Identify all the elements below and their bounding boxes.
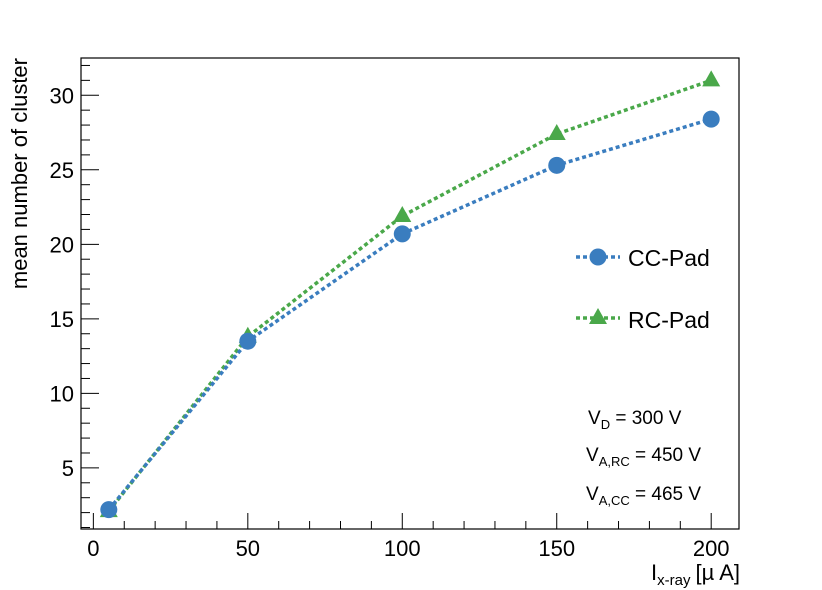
data-point-rc-pad	[702, 70, 721, 87]
annotations: VD = 300 V VA,RC = 450 V VA,CC = 465 V	[586, 408, 701, 508]
series-line-cc-pad	[107, 117, 712, 511]
annotation-vd: VD = 300 V	[588, 408, 682, 432]
x-axis-title-unit: [µ A]	[696, 560, 740, 585]
annotation-va-cc: VA,CC = 465 V	[586, 484, 701, 508]
plot-frame	[80, 57, 740, 530]
data-point-rc-pad	[547, 124, 566, 141]
x-tick-label: 0	[87, 536, 99, 561]
x-axis-title: Ix-ray [µ A]	[651, 560, 740, 589]
y-tick-label: 15	[50, 307, 74, 332]
y-tick-label: 10	[50, 381, 74, 406]
data-point-cc-pad	[548, 156, 566, 174]
x-axis-title-sub: x-ray	[657, 572, 691, 589]
y-tick-label: 20	[50, 232, 74, 257]
data-point-cc-pad	[100, 501, 118, 519]
x-axis-title-main: I	[651, 560, 657, 585]
annotation-va-rc: VA,RC = 450 V	[586, 445, 701, 469]
y-axis-title: mean number of cluster	[7, 58, 32, 289]
series-group	[99, 70, 721, 519]
x-tick-label: 150	[538, 536, 575, 561]
legend-label-cc-pad: CC-Pad	[628, 245, 710, 271]
x-tick-label: 200	[693, 536, 730, 561]
legend-marker-rc-pad	[589, 308, 607, 324]
data-point-cc-pad	[702, 110, 720, 128]
data-point-cc-pad	[393, 225, 411, 243]
x-tick-label: 50	[236, 536, 260, 561]
legend: CC-Pad RC-Pad	[576, 245, 710, 333]
data-point-cc-pad	[239, 332, 257, 350]
data-point-rc-pad	[393, 205, 412, 222]
legend-entry-rc-pad: RC-Pad	[576, 307, 710, 333]
y-tick-label: 25	[50, 158, 74, 183]
y-tick-label: 5	[62, 456, 74, 481]
x-tick-label: 100	[384, 536, 421, 561]
series-line-rc-pad	[107, 78, 712, 513]
legend-marker-cc-pad	[589, 248, 607, 266]
y-tick-label: 30	[50, 83, 74, 108]
axis-ticks: 0 50 100 150 200 5 10 15 20 25 30	[50, 64, 730, 561]
legend-entry-cc-pad: CC-Pad	[576, 245, 710, 271]
legend-label-rc-pad: RC-Pad	[628, 307, 710, 333]
